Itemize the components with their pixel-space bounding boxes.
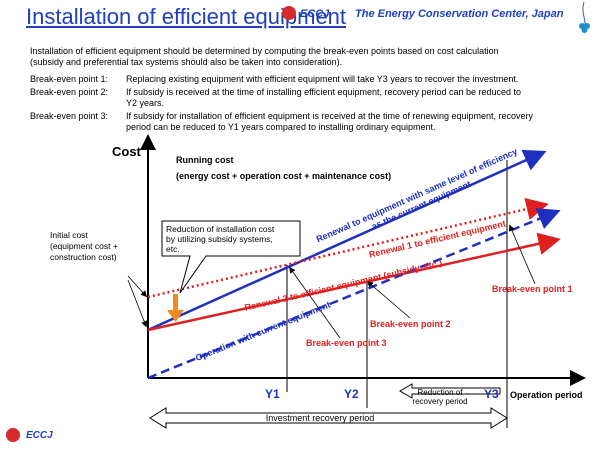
org-name: The Energy Conservation Center, Japan xyxy=(355,8,564,20)
renewal-2-label: Renewal 2 to efficient equipment (subsid… xyxy=(244,257,443,312)
bep3-label: Break-even point 3: xyxy=(30,111,109,121)
bep3-diagram-label: Break-even point 3 xyxy=(306,338,387,348)
eccj-footer-logo-icon xyxy=(6,428,20,442)
initial-cost-label-2: (equipment cost + xyxy=(50,241,118,251)
running-cost-label: Running cost xyxy=(176,155,234,165)
org-short: ECCJ xyxy=(300,8,330,20)
y3-label: Y3 xyxy=(484,387,499,401)
investment-recovery-label: Investment recovery period xyxy=(266,413,375,423)
bep2-label: Break-even point 2: xyxy=(30,87,109,97)
operation-current-label: Operation with current equipment xyxy=(194,300,332,363)
callout-text-2: by utilizing subsidy systems, xyxy=(166,234,273,244)
bep1-diagram-label: Break-even point 1 xyxy=(492,284,573,294)
intro-line-2: (subsidy and preferential tax systems sh… xyxy=(30,57,343,67)
footer-org-short: ECCJ xyxy=(26,430,53,441)
intro-line-1: Installation of efficient equipment shou… xyxy=(30,46,499,56)
reduction-label-2: recovery period xyxy=(412,397,467,406)
reduction-label-1: Reduction of xyxy=(418,388,464,397)
renewal-same-efficiency-line xyxy=(147,149,547,332)
bep2-diagram-label: Break-even point 2 xyxy=(370,319,451,329)
initial-cost-label-1: Initial cost xyxy=(50,230,88,240)
initial-cost-label-3: construction cost) xyxy=(50,252,117,262)
y2-label: Y2 xyxy=(344,387,359,401)
bep2-text-2: Y2 years. xyxy=(126,98,165,108)
callout-text-3: etc. xyxy=(166,244,180,254)
intro-text: Installation of efficient equipment shou… xyxy=(30,46,570,68)
break-even-point-2-desc: Break-even point 2: If subsidy is receiv… xyxy=(30,87,570,109)
callout-text-1: Reduction of installation cost xyxy=(166,224,275,234)
break-even-point-1-desc: Break-even point 1: Replacing existing e… xyxy=(30,74,570,85)
bep2-text-1: If subsidy is received at the time of in… xyxy=(126,87,522,97)
eccj-logo-icon xyxy=(282,6,296,20)
y-axis-label: Cost xyxy=(112,144,142,159)
running-cost-detail: (energy cost + operation cost + maintena… xyxy=(176,171,391,181)
renewal-2-line xyxy=(147,232,561,332)
y1-label: Y1 xyxy=(265,387,280,401)
bep3-text-2: period can be reduced to Y1 years compar… xyxy=(126,122,436,132)
clover-logo-icon xyxy=(579,1,590,33)
x-axis-label: Operation period xyxy=(510,390,583,400)
break-even-point-3-desc: Break-even point 3: If subsidy for insta… xyxy=(30,111,570,133)
bep1-text: Replacing existing equipment with effici… xyxy=(126,74,519,84)
bep1-label: Break-even point 1: xyxy=(30,74,109,84)
operation-current-line xyxy=(147,208,561,380)
bep3-text-1: If subsidy for installation of efficient… xyxy=(126,111,534,121)
